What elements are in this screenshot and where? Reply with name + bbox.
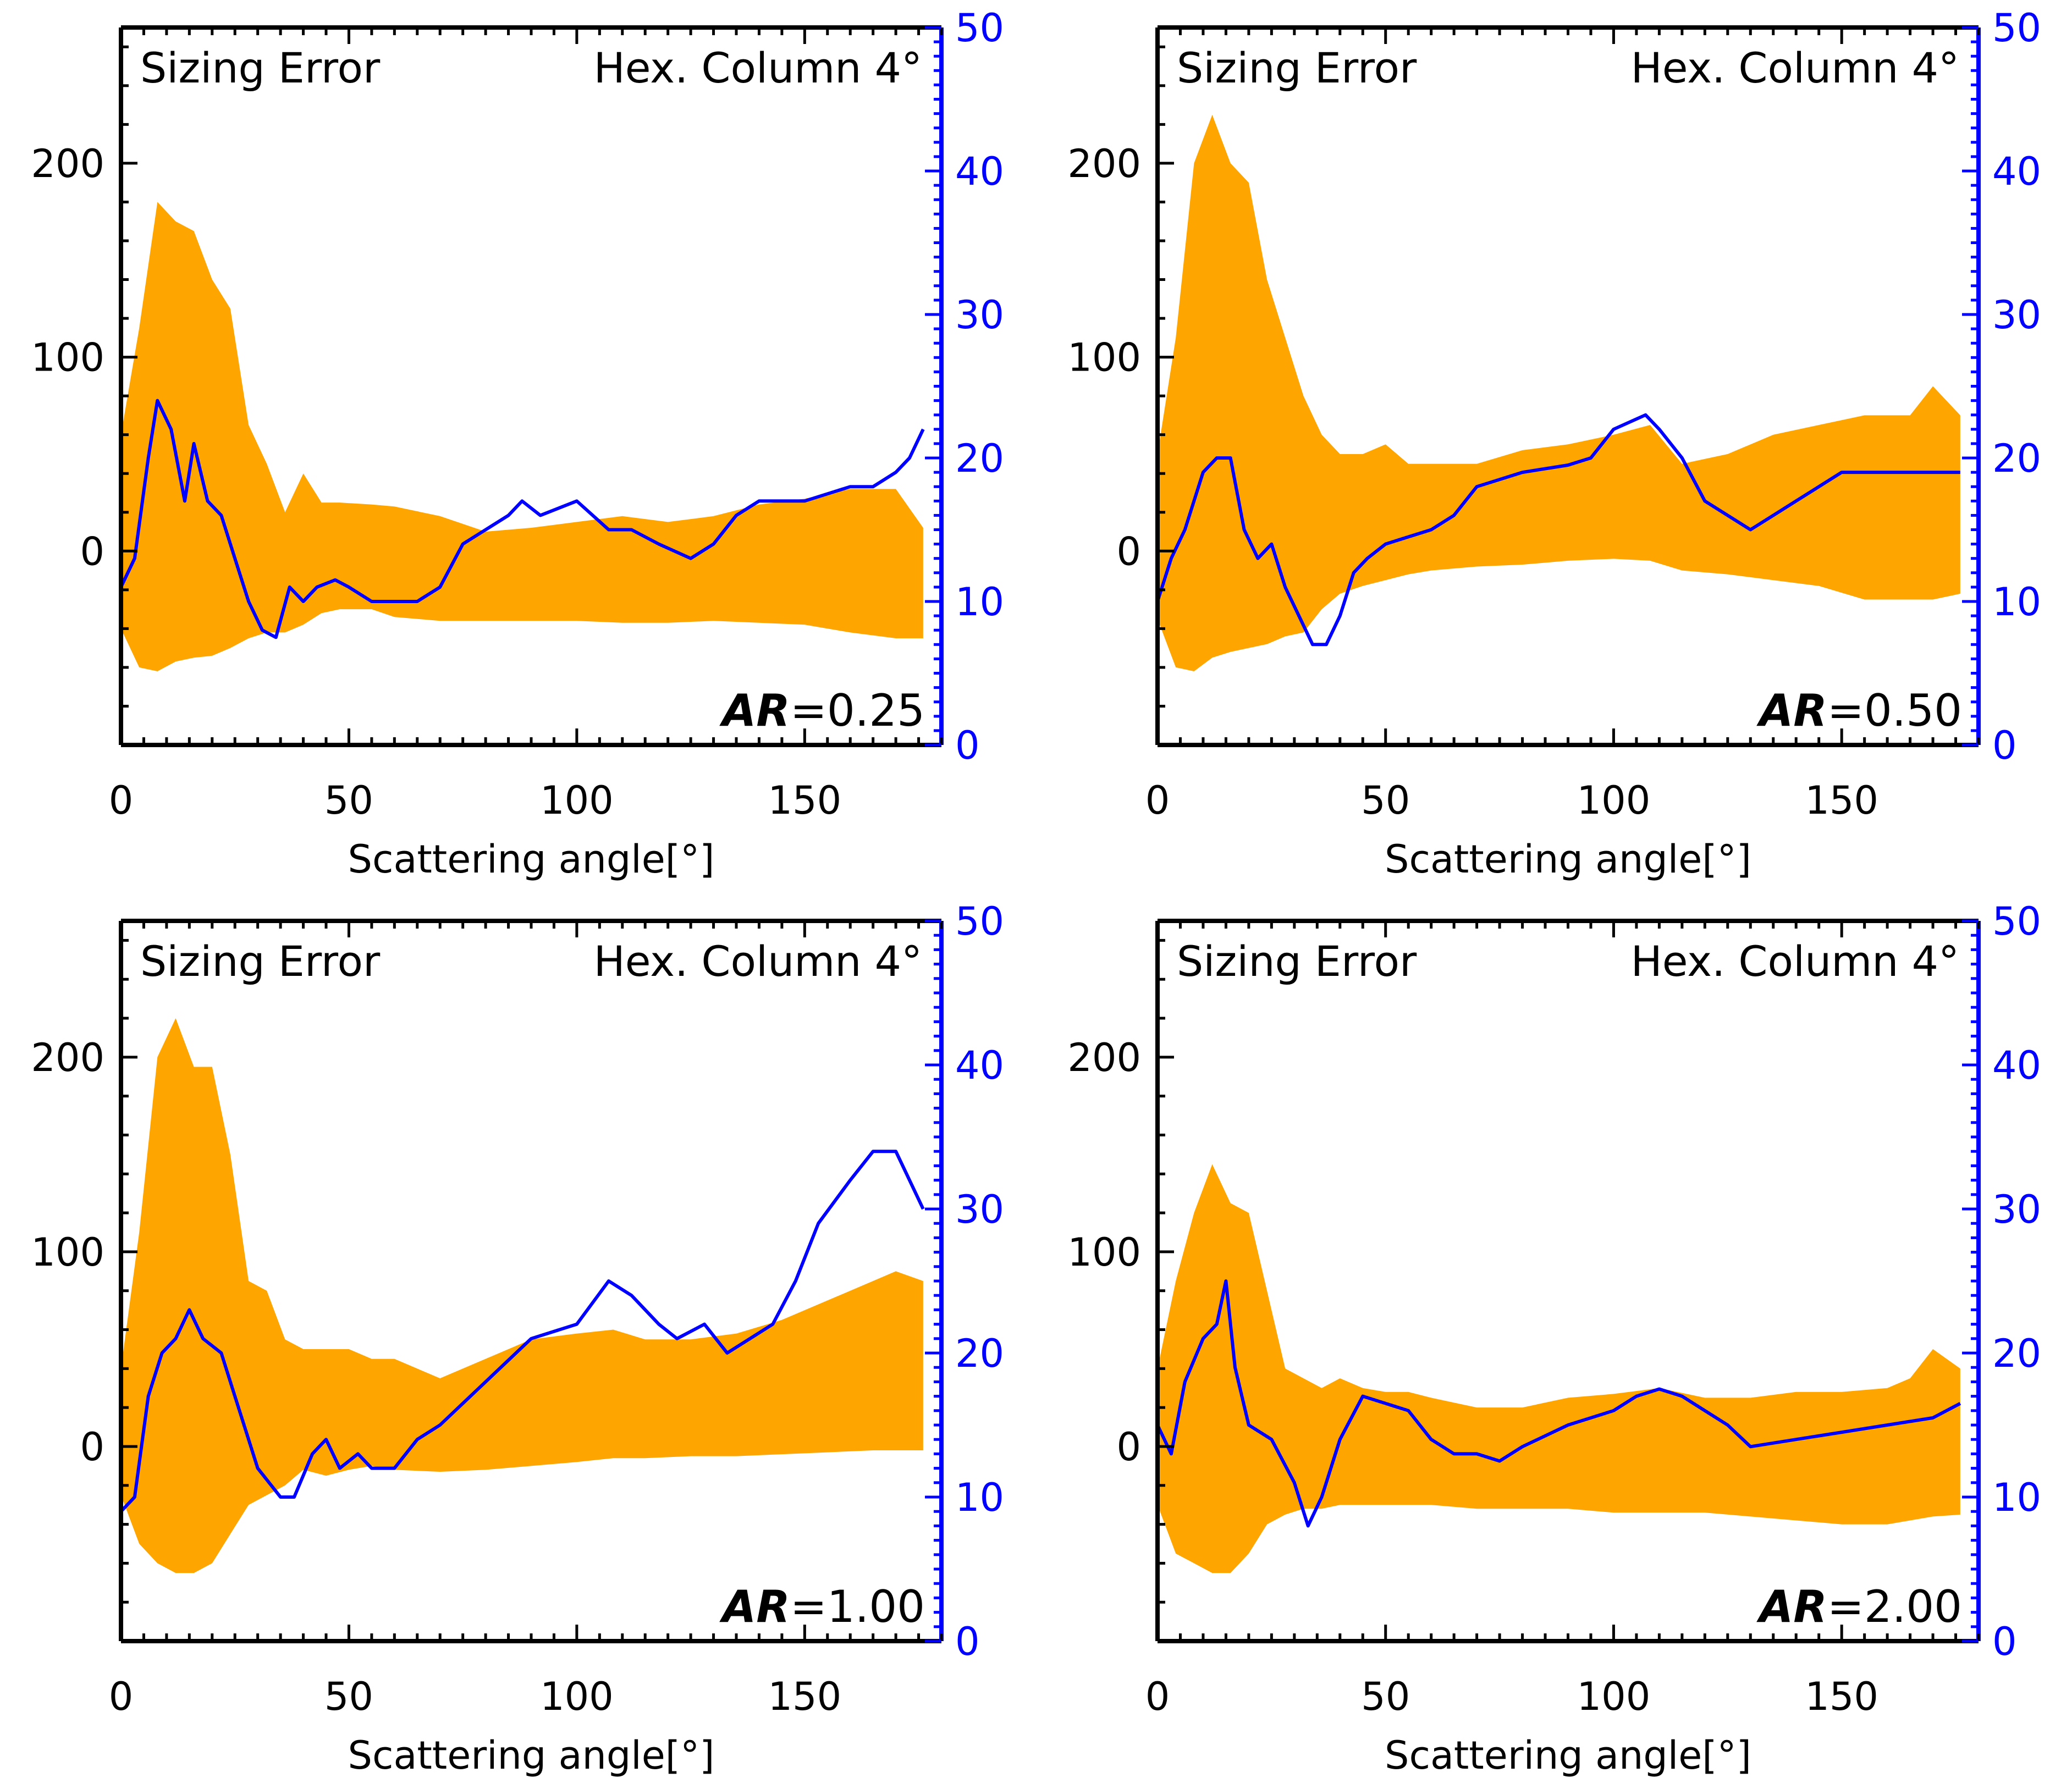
x-tick-label: 100 <box>540 778 614 823</box>
y2-tick-label: 20 <box>955 436 1004 481</box>
panel-subtitle: Hex. Column 4° <box>594 43 922 92</box>
y-tick-label: 100 <box>31 1230 104 1275</box>
panel-title: Sizing Error <box>140 43 381 92</box>
panel-title: Sizing Error <box>1177 43 1417 92</box>
y-tick-label: 200 <box>31 1035 104 1080</box>
aspect-ratio-value: =1.00 <box>790 1581 925 1632</box>
x-tick-label: 50 <box>324 778 373 823</box>
y-tick-label: 0 <box>1116 1424 1141 1470</box>
aspect-ratio-prefix: AR <box>1756 685 1827 736</box>
error-band <box>121 1018 923 1573</box>
sizing-error-line <box>1158 413 1960 647</box>
panel-subtitle: Hex. Column 4° <box>1631 43 1959 92</box>
y2-tick-label: 40 <box>955 149 1004 194</box>
y-tick-label: 0 <box>80 1424 104 1470</box>
y2-tick-label: 0 <box>955 723 980 768</box>
x-tick-label: 150 <box>768 1674 842 1719</box>
panel-subtitle: Hex. Column 4° <box>594 937 922 986</box>
aspect-ratio-label: AR=0.50 <box>1756 685 1962 736</box>
x-axis-label: Scattering angle[°] <box>1385 1733 1751 1778</box>
y2-tick-label: 0 <box>955 1619 980 1664</box>
y2-tick-label: 50 <box>955 5 1004 51</box>
y2-tick-label: 0 <box>1992 1619 2017 1664</box>
error-band <box>1158 1164 1960 1573</box>
error-band <box>121 202 923 671</box>
y-tick-label: 100 <box>1067 335 1141 380</box>
aspect-ratio-prefix: AR <box>719 685 790 736</box>
y2-tick-label: 30 <box>955 1187 1004 1232</box>
y2-tick-label: 10 <box>955 1475 1004 1520</box>
x-tick-label: 0 <box>109 1674 134 1719</box>
y2-tick-label: 30 <box>1992 292 2041 338</box>
x-axis-label: Scattering angle[°] <box>348 837 715 882</box>
x-tick-label: 100 <box>1577 1674 1651 1719</box>
y2-tick-label: 50 <box>955 899 1004 944</box>
y-tick-label: 0 <box>1116 529 1141 574</box>
y-tick-label: 200 <box>31 141 104 186</box>
y-tick-label: 200 <box>1067 141 1141 186</box>
aspect-ratio-label: AR=1.00 <box>719 1581 925 1632</box>
x-axis-label: Scattering angle[°] <box>348 1733 715 1778</box>
aspect-ratio-prefix: AR <box>719 1581 790 1632</box>
y2-tick-label: 10 <box>1992 1475 2041 1520</box>
x-tick-label: 0 <box>1145 778 1170 823</box>
y2-tick-label: 20 <box>1992 436 2041 481</box>
x-tick-label: 100 <box>540 1674 614 1719</box>
sizing-error-line <box>1158 1279 1961 1528</box>
chart-panel-1: 0 50 100 150 0 100 200 0 10 20 30 40 50 Sizing Error H… <box>31 5 1004 882</box>
aspect-ratio-value: =0.50 <box>1827 685 1962 736</box>
x-axis-label: Scattering angle[°] <box>1385 837 1751 882</box>
y-tick-label: 100 <box>1067 1230 1141 1275</box>
x-tick-label: 50 <box>1361 1674 1410 1719</box>
sizing-error-line <box>121 399 925 639</box>
chart-panel-3: 0 50 100 150 0 100 200 0 10 20 30 40 50 Sizing Error H… <box>31 899 1004 1778</box>
y2-tick-label: 30 <box>955 292 1004 338</box>
y2-tick-label: 40 <box>1992 1043 2041 1088</box>
y-tick-label: 200 <box>1067 1035 1141 1080</box>
y-tick-label: 0 <box>80 529 104 574</box>
y2-tick-label: 20 <box>955 1331 1004 1376</box>
x-tick-label: 50 <box>1361 778 1410 823</box>
x-tick-label: 0 <box>109 778 134 823</box>
x-tick-label: 150 <box>768 778 842 823</box>
panel-title: Sizing Error <box>1177 937 1417 986</box>
x-tick-label: 150 <box>1805 778 1878 823</box>
x-tick-label: 0 <box>1145 1674 1170 1719</box>
y2-tick-label: 50 <box>1992 5 2041 51</box>
x-tick-label: 50 <box>324 1674 373 1719</box>
panel-title: Sizing Error <box>140 937 381 986</box>
sizing-error-line <box>121 1150 925 1513</box>
y2-tick-label: 10 <box>955 579 1004 625</box>
y2-tick-label: 40 <box>1992 149 2041 194</box>
x-tick-label: 150 <box>1805 1674 1878 1719</box>
error-band <box>1158 114 1960 671</box>
y-tick-label: 100 <box>31 335 104 380</box>
x-tick-label: 100 <box>1577 778 1651 823</box>
aspect-ratio-prefix: AR <box>1756 1581 1827 1632</box>
chart-panel-2: 0 50 100 150 0 100 200 0 10 20 30 40 50 Sizing Error H… <box>1067 5 2041 882</box>
aspect-ratio-label: AR=0.25 <box>719 685 925 736</box>
y2-tick-label: 10 <box>1992 579 2041 625</box>
aspect-ratio-value: =2.00 <box>1827 1581 1962 1632</box>
y2-tick-label: 40 <box>955 1043 1004 1088</box>
chart-panel-4: 0 50 100 150 0 100 200 0 10 20 30 40 50 Sizing Error H… <box>1067 899 2041 1778</box>
y2-tick-label: 0 <box>1992 723 2017 768</box>
y2-tick-label: 50 <box>1992 899 2041 944</box>
y2-tick-label: 20 <box>1992 1331 2041 1376</box>
aspect-ratio-value: =0.25 <box>790 685 925 736</box>
y2-tick-label: 30 <box>1992 1187 2041 1232</box>
panel-subtitle: Hex. Column 4° <box>1631 937 1959 986</box>
aspect-ratio-label: AR=2.00 <box>1756 1581 1962 1632</box>
